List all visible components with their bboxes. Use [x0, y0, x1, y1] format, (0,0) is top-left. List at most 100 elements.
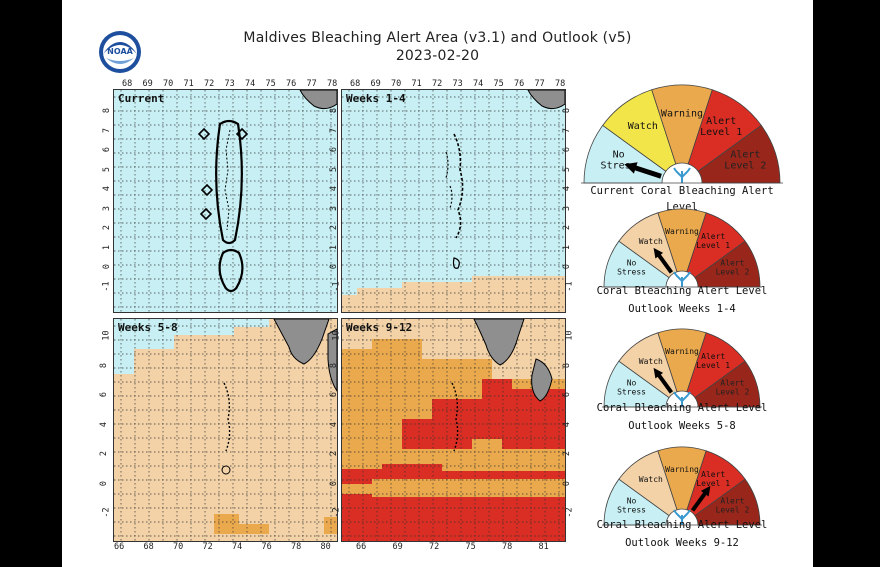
top-lon-tick: 78 — [327, 79, 338, 89]
top-lon-tick: 75 — [265, 79, 276, 89]
left-lat-tick: 8 — [102, 107, 113, 114]
gauge-label-watch: Watch — [639, 475, 663, 484]
left-lat-tick: 8 — [99, 362, 110, 368]
middle-lat-tick: 5 — [329, 166, 340, 172]
figure-date: 2023-02-20 — [395, 48, 480, 64]
top-lon-tick: 72 — [204, 79, 215, 89]
gauge-needle-head — [653, 367, 664, 379]
alert-1-area — [402, 379, 565, 449]
middle-lat-tick: 1 — [329, 244, 340, 250]
warning-area — [214, 514, 337, 534]
coral-icon — [673, 271, 691, 287]
bottom-lon-tick: 80 — [320, 542, 331, 552]
right-lat-tick: 4 — [562, 185, 573, 192]
gauge-weeks-5-8-caption-1: Coral Bleaching Alert Level — [596, 402, 768, 414]
bottom-lon-tick: 66 — [356, 542, 367, 552]
top-lon-tick: 68 — [122, 79, 133, 89]
top-lon-tick: 69 — [370, 79, 381, 89]
right-lat-tick: 6 — [562, 391, 573, 398]
gauge-weeks-5-8: No Stress Watch Warning Alert Level 1 Alert Lev… — [602, 323, 762, 409]
gauge-label-watch: Watch — [628, 121, 658, 132]
middle-lat-tick: 7 — [329, 127, 340, 133]
bottom-lon-tick: 75 — [465, 542, 476, 552]
right-lat-tick: 8 — [562, 362, 573, 368]
no-stress-area — [114, 319, 269, 374]
right-lat-tick: 7 — [562, 127, 573, 133]
map-panel-weeks-1-4: Weeks 1-4 — [341, 89, 566, 313]
figure-title: Maldives Bleaching Alert Area (v3.1) and… — [243, 30, 632, 46]
gauge-label-no_stress: No Stress — [617, 379, 646, 397]
atoll-outline — [215, 119, 243, 245]
top-lon-tick: 71 — [411, 79, 422, 89]
panel-label-weeks-1-4: Weeks 1-4 — [346, 92, 406, 105]
right-lat-tick: 4 — [562, 421, 573, 427]
bottom-lon-tick: 66 — [114, 542, 125, 552]
right-lat-tick: 2 — [562, 224, 573, 231]
right-lat-tick: 0 — [562, 480, 573, 486]
left-lat-tick: 6 — [99, 391, 110, 398]
gauge-needle — [629, 163, 662, 179]
middle-lat-tick: 0 — [329, 480, 340, 486]
atoll-diamond — [235, 127, 249, 141]
right-lat-tick: -2 — [564, 507, 575, 518]
bottom-lon-tick: 74 — [232, 542, 243, 552]
gauge-weeks-9-12-caption-1: Coral Bleaching Alert Level — [596, 519, 768, 531]
top-lon-tick: 70 — [163, 79, 174, 89]
landmass — [531, 358, 553, 402]
atoll-diamond — [197, 127, 211, 141]
top-lon-tick: 77 — [534, 79, 545, 89]
map-panel-weeks-9-12: Weeks 9-12 — [341, 318, 566, 542]
map-panel-weeks-5-8: Weeks 5-8 — [113, 318, 338, 542]
left-lat-tick: 3 — [102, 205, 113, 211]
map-panel-current: Current — [113, 89, 338, 313]
gauge-label-alert2: Alert Level 2 — [716, 379, 750, 397]
panel-label-weeks-5-8: Weeks 5-8 — [118, 321, 178, 334]
left-lat-tick: 7 — [102, 127, 113, 133]
left-lat-tick: -1 — [101, 280, 112, 292]
top-lon-tick: 68 — [350, 79, 361, 89]
bottom-lon-tick: 76 — [261, 542, 272, 552]
left-lat-tick: 5 — [102, 166, 113, 172]
gauge-label-warning: Warning — [665, 347, 699, 356]
landmass — [299, 90, 337, 110]
top-lon-tick: 77 — [306, 79, 317, 89]
bottom-lon-tick: 69 — [392, 542, 403, 552]
gauge-label-alert2: Alert Level 2 — [716, 259, 750, 277]
left-lat-tick: 4 — [99, 421, 110, 427]
landmass — [473, 319, 525, 366]
middle-lat-tick: -1 — [331, 280, 342, 292]
right-lat-tick: 10 — [564, 330, 575, 341]
middle-lat-tick: 3 — [329, 205, 340, 211]
middle-lat-tick: 0 — [329, 263, 340, 270]
landmass — [527, 90, 565, 110]
top-lon-tick: 70 — [391, 79, 402, 89]
coral-icon — [673, 391, 691, 407]
left-lat-tick: 0 — [99, 480, 110, 486]
top-lon-tick: 72 — [432, 79, 443, 89]
right-lat-tick: 0 — [562, 263, 573, 270]
middle-lat-tick: 4 — [329, 185, 340, 192]
top-lon-tick: 69 — [142, 79, 153, 89]
left-lat-tick: 6 — [102, 146, 113, 153]
top-lon-tick: 74 — [473, 79, 484, 89]
left-lat-tick: -2 — [101, 507, 112, 518]
left-lat-tick: 10 — [101, 330, 112, 341]
left-lat-tick: 2 — [102, 224, 113, 231]
watch-area — [342, 276, 565, 312]
top-lon-tick: 74 — [245, 79, 256, 89]
bottom-lon-tick: 72 — [202, 542, 213, 552]
coral-icon — [673, 167, 691, 183]
gauge-weeks-9-12: No Stress Watch Warning Alert Level 1 Alert Lev… — [602, 441, 762, 527]
top-lon-tick: 75 — [493, 79, 504, 89]
gauge-label-no_stress: No Stress — [617, 497, 646, 515]
gauge-label-watch: Watch — [639, 237, 663, 246]
bottom-lon-tick: 78 — [502, 542, 513, 552]
noaa-logo-text: NOAA — [107, 47, 133, 56]
bottom-lon-tick: 68 — [143, 542, 154, 552]
panel-label-weeks-9-12: Weeks 9-12 — [346, 321, 413, 334]
bottom-lon-tick: 81 — [538, 542, 549, 552]
gauge-needle-head — [700, 485, 711, 497]
right-lat-tick: 1 — [562, 244, 573, 250]
gauge-label-no_stress: No Stress — [601, 149, 637, 171]
left-lat-tick: 2 — [99, 450, 110, 457]
